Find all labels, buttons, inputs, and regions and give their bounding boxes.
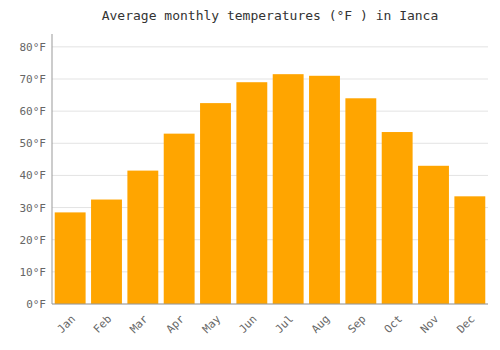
bar <box>273 74 304 304</box>
y-tick-label: 60°F <box>20 105 47 118</box>
x-tick-label: Apr <box>164 312 188 336</box>
x-tick-label: Nov <box>418 312 442 336</box>
bar <box>91 200 122 304</box>
grid-line <box>52 111 488 112</box>
bar <box>309 76 340 304</box>
chart-container: Average monthly temperatures (°F ) in Ia… <box>0 0 500 350</box>
bar <box>454 196 485 304</box>
bar <box>127 171 158 304</box>
bar <box>200 103 231 304</box>
x-tick-label: Mar <box>127 312 151 336</box>
bars <box>55 74 486 304</box>
grid-line <box>52 46 488 47</box>
grid-line <box>52 143 488 144</box>
x-tick-label: Feb <box>91 313 114 336</box>
bar <box>418 166 449 304</box>
y-tick-label: 30°F <box>20 202 47 215</box>
y-tick-label: 20°F <box>20 234 47 247</box>
x-tick-label: Sep <box>345 313 368 336</box>
x-tick-label: Aug <box>309 313 332 336</box>
bar <box>55 212 86 304</box>
grid-line <box>52 79 488 80</box>
y-tick-label: 0°F <box>26 298 46 311</box>
x-axis-line <box>52 304 488 305</box>
x-tick-label: Jul <box>273 313 296 336</box>
y-axis-line <box>52 34 53 304</box>
y-tick-label: 50°F <box>20 137 47 150</box>
x-tick-label: May <box>200 312 224 336</box>
x-tick-label: Jan <box>55 313 78 336</box>
y-tick-label: 80°F <box>20 41 47 54</box>
chart-svg: Average monthly temperatures (°F ) in Ia… <box>0 0 500 350</box>
bar <box>345 98 376 304</box>
bar <box>236 82 267 304</box>
y-tick-label: 10°F <box>20 266 47 279</box>
bar <box>164 134 195 304</box>
bar <box>382 132 413 304</box>
chart-title: Average monthly temperatures (°F ) in Ia… <box>102 8 439 23</box>
grid-line <box>52 304 488 305</box>
x-tick-label: Oct <box>382 313 405 336</box>
grid <box>52 47 488 304</box>
y-tick-label: 70°F <box>20 73 47 86</box>
y-tick-label: 40°F <box>20 169 47 182</box>
x-tick-label: Dec <box>454 313 477 336</box>
x-tick-label: Jun <box>236 313 259 336</box>
